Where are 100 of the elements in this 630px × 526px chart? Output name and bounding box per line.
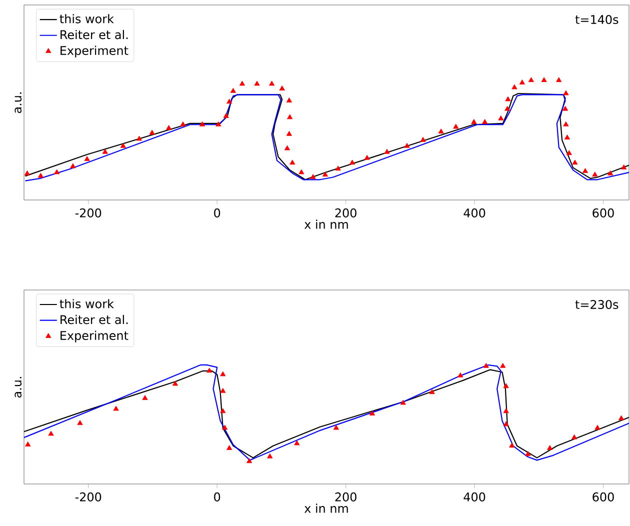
legend-label: Experiment: [60, 46, 128, 58]
x-tick-label: -200: [75, 208, 102, 218]
point: [120, 142, 126, 148]
x-tick-label: 200: [335, 492, 356, 502]
point: [563, 121, 569, 126]
x-axis-title: x in nm: [304, 220, 348, 229]
point: [294, 440, 300, 446]
point: [172, 380, 178, 386]
x-axis-title: x in nm: [304, 504, 348, 513]
point: [149, 130, 155, 135]
x-tick-label: 400: [464, 208, 486, 218]
point: [70, 163, 76, 168]
point: [142, 395, 148, 400]
point: [223, 113, 229, 118]
point: [267, 453, 273, 458]
point: [498, 115, 504, 120]
point: [113, 406, 119, 411]
point: [541, 77, 547, 82]
point: [310, 174, 316, 179]
point: [287, 114, 293, 120]
point: [286, 130, 292, 136]
x-tick-label: 0: [214, 492, 220, 502]
point: [220, 388, 226, 393]
legend-label: this work: [60, 299, 114, 308]
point: [136, 136, 142, 141]
point: [322, 172, 328, 177]
x-tick-label: 0: [214, 208, 220, 218]
text: t=140s: [575, 15, 618, 24]
point: [503, 383, 509, 388]
point: [420, 136, 426, 142]
point: [220, 408, 226, 414]
point: [364, 154, 370, 160]
y-axis-title: a.u.: [14, 92, 22, 114]
point: [562, 106, 568, 111]
point: [239, 80, 245, 86]
point: [269, 80, 275, 86]
point: [592, 172, 598, 177]
point: [230, 88, 236, 93]
point: [404, 142, 410, 148]
point: [400, 400, 406, 405]
point: [54, 169, 60, 174]
point: [349, 160, 356, 165]
point: [556, 77, 562, 82]
point: [438, 128, 444, 134]
x-tick-label: 400: [464, 492, 486, 502]
point: [335, 166, 341, 171]
point: [286, 97, 292, 102]
point: [564, 134, 570, 140]
legend-label: this work: [60, 14, 114, 24]
point: [582, 168, 588, 173]
point: [77, 420, 83, 425]
legend-label: Reiter et al.: [60, 314, 128, 324]
point: [199, 121, 206, 126]
point: [284, 145, 290, 150]
point: [38, 172, 44, 178]
point: [298, 169, 304, 174]
point: [246, 458, 252, 464]
point: [471, 119, 477, 124]
point: [369, 410, 375, 416]
point: [24, 170, 30, 176]
point: [512, 84, 518, 90]
point: [572, 434, 578, 440]
text: t=230s: [575, 300, 618, 310]
x-tick-label: 600: [592, 492, 614, 502]
point: [505, 96, 511, 102]
x-tick-label: 200: [335, 208, 356, 218]
point: [25, 442, 31, 446]
point: [222, 424, 228, 430]
point: [290, 160, 296, 165]
point: [519, 80, 525, 84]
point: [572, 160, 578, 165]
point: [84, 156, 90, 162]
point: [226, 98, 232, 104]
point: [503, 408, 509, 414]
point: [547, 445, 553, 450]
point: [594, 424, 600, 430]
point: [333, 424, 339, 430]
legend-label: Experiment: [60, 330, 128, 342]
point: [206, 368, 212, 373]
point: [216, 121, 222, 126]
point: [503, 421, 509, 426]
point: [166, 125, 172, 130]
point: [226, 445, 232, 450]
point: [500, 362, 506, 368]
x-tick-label: 600: [592, 208, 614, 218]
point: [180, 121, 186, 126]
point: [528, 77, 534, 82]
point: [525, 451, 531, 456]
point: [504, 106, 510, 111]
point: [482, 119, 488, 124]
point: [384, 148, 390, 154]
point: [429, 389, 435, 394]
point: [254, 80, 260, 86]
point: [483, 362, 489, 368]
point: [566, 150, 572, 156]
point: [220, 371, 226, 376]
point: [48, 430, 54, 436]
point: [279, 86, 285, 90]
point: [102, 148, 108, 154]
legend-label: Reiter et al.: [60, 30, 128, 40]
